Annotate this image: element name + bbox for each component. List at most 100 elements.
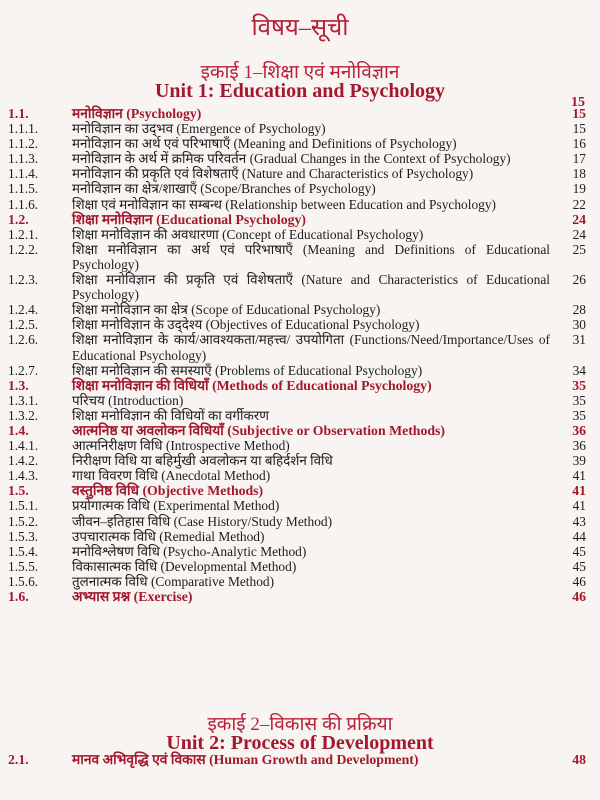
toc-entry: 1.2.4. शिक्षा मनोविज्ञान का क्षेत्र (Scop…: [6, 302, 586, 317]
entry-number: 1.4.3.: [8, 468, 39, 484]
entry-title: आत्मनिष्ठ या अवलोकन विधियाँ (Subjective …: [72, 422, 446, 438]
entry-number: 1.5.6.: [8, 573, 39, 589]
entry-title: मनोविश्लेषण विधि (Psycho-Analytic Method…: [72, 543, 307, 559]
toc-entry: 1.2.1. शिक्षा मनोविज्ञान की अवधारणा (Conc…: [6, 227, 586, 242]
entry-title: शिक्षा मनोविज्ञान की अवधारणा (Concept of…: [72, 226, 424, 242]
entry-page: 31: [572, 332, 586, 348]
entry-page: 19: [572, 181, 586, 197]
toc-entry: 1.2.3. शिक्षा मनोविज्ञान की प्रकृति एवं व…: [6, 272, 586, 302]
entry-number: 1.1.5.: [8, 181, 39, 197]
entry-number: 1.1.6.: [8, 196, 39, 212]
entry-number: 1.2.: [8, 211, 29, 227]
entry-title: शिक्षा मनोविज्ञान का अर्थ एवं परिभाषाएँ …: [72, 241, 550, 272]
toc-entry: 1.4.3. गाथा विवरण विधि (Anecdotal Method)…: [6, 468, 586, 483]
entry-title: मनोविज्ञान के अर्थ में क्रमिक परिवर्तन (…: [72, 151, 511, 167]
entry-title: शिक्षा मनोविज्ञान के कार्य/आवश्यकता/महत्…: [72, 332, 550, 363]
toc-entry: 1.4.1. आत्मनिरीक्षण विधि (Introspective M…: [6, 438, 586, 453]
entry-page: 22: [572, 196, 586, 212]
entry-title: उपचारात्मक विधि (Remedial Method): [72, 528, 265, 544]
toc-entry: 1.1.5. मनोविज्ञान का क्षेत्र/शाखाएँ (Scop…: [6, 181, 586, 196]
unit-2-contents: 2.1. मानव अभिवृद्धि एवं विकास (Human Grow…: [6, 752, 586, 767]
entry-number: 1.3.: [8, 377, 29, 393]
entry-page: 25: [572, 241, 586, 257]
entry-title: शिक्षा मनोविज्ञान (Educational Psycholog…: [72, 211, 306, 227]
entry-page: 17: [572, 151, 586, 167]
entry-number: 1.1.1.: [8, 121, 39, 137]
entry-page: 24: [572, 226, 586, 242]
entry-number: 1.5.3.: [8, 528, 39, 544]
entry-title: शिक्षा मनोविज्ञान के उद्‌देश्य (Objectiv…: [72, 317, 420, 333]
entry-number: 1.2.2.: [8, 241, 39, 257]
entry-number: 1.2.4.: [8, 302, 39, 318]
entry-title: शिक्षा मनोविज्ञान की प्रकृति एवं विशेषता…: [72, 272, 550, 303]
entry-title: प्रयोगात्मक विधि (Experimental Method): [72, 498, 280, 514]
toc-entry: 1.1.6. शिक्षा एवं मनोविज्ञान का सम्बन्ध (…: [6, 197, 586, 212]
entry-title: शिक्षा एवं मनोविज्ञान का सम्बन्ध (Relati…: [72, 196, 497, 212]
entry-number: 1.5.: [8, 483, 29, 499]
entry-number: 1.3.1.: [8, 392, 39, 408]
unit-2-hindi-title: इकाई 2–विकास की प्रक्रिया: [207, 714, 393, 735]
entry-title: अभ्यास प्रश्न (Exercise): [72, 589, 193, 604]
entry-page: 18: [572, 166, 586, 182]
entry-number: 1.2.7.: [8, 362, 39, 378]
unit-2-english-title: Unit 2: Process of Development: [166, 732, 434, 754]
entry-page: 48: [572, 752, 586, 767]
unit-1-english-title: Unit 1: Education and Psychology: [154, 80, 446, 102]
toc-entry: 1.5.1. प्रयोगात्मक विधि (Experimental Met…: [6, 498, 586, 513]
toc-entry: 1.6. अभ्यास प्रश्न (Exercise) 46: [6, 589, 586, 604]
entry-page: 36: [572, 422, 586, 438]
page-title: विषय–सूची: [251, 15, 349, 41]
entry-title: गाथा विवरण विधि (Anecdotal Method): [72, 468, 271, 484]
entry-title: परिचय (Introduction): [72, 392, 184, 408]
unit-1-page: 15: [571, 95, 585, 110]
entry-page: 24: [572, 211, 586, 227]
toc-entry: 1.2.5. शिक्षा मनोविज्ञान के उद्‌देश्य (Ob…: [6, 317, 586, 332]
toc-entry: 1.5.4. मनोविश्लेषण विधि (Psycho-Analytic …: [6, 544, 586, 559]
entry-page: 35: [572, 392, 586, 408]
entry-page: 45: [572, 543, 586, 559]
toc-entry: 2.1. मानव अभिवृद्धि एवं विकास (Human Grow…: [6, 752, 586, 767]
entry-page: 41: [572, 483, 586, 499]
entry-title: शिक्षा मनोविज्ञान की विधियाँ (Methods of…: [72, 377, 432, 393]
unit-1-contents: 1.1. मनोविज्ञान (Psychology) 15 1.1.1. मनोवि…: [6, 106, 586, 604]
entry-number: 1.1.4.: [8, 166, 39, 182]
toc-entry: 1.5.5. विकासात्मक विधि (Developmental Met…: [6, 559, 586, 574]
entry-title: मनोविज्ञान (Psychology): [72, 106, 202, 121]
entry-page: 26: [572, 272, 586, 288]
entry-title: मनोविज्ञान का अर्थ एवं परिभाषाएँ (Meanin…: [72, 136, 457, 152]
entry-number: 1.3.2.: [8, 407, 39, 423]
toc-entry: 1.2.7. शिक्षा मनोविज्ञान की समस्याएँ (Pro…: [6, 363, 586, 378]
entry-number: 1.5.5.: [8, 558, 39, 574]
entry-page: 34: [572, 362, 586, 378]
toc-entry: 1.1.4. मनोविज्ञान की प्रकृति एवं विशेषताए…: [6, 166, 586, 181]
toc-entry: 1.5. वस्तुनिष्ठ विधि (Objective Methods) 4…: [6, 483, 586, 498]
entry-number: 1.1.2.: [8, 136, 39, 152]
entry-number: 2.1.: [8, 752, 29, 767]
entry-number: 1.5.4.: [8, 543, 39, 559]
entry-number: 1.4.: [8, 422, 29, 438]
entry-title: विकासात्मक विधि (Developmental Method): [72, 558, 297, 574]
entry-page: 41: [572, 468, 586, 484]
entry-page: 46: [572, 573, 586, 589]
entry-page: 35: [572, 407, 586, 423]
toc-entry: 1.2.2. शिक्षा मनोविज्ञान का अर्थ एवं परिभ…: [6, 242, 586, 272]
entry-title: मनोविज्ञान का क्षेत्र/शाखाएँ (Scope/Bran…: [72, 181, 376, 197]
entry-title: वस्तुनिष्ठ विधि (Objective Methods): [72, 483, 264, 499]
toc-entry: 1.5.3. उपचारात्मक विधि (Remedial Method) 4…: [6, 529, 586, 544]
unit-1-hindi-title: इकाई 1–शिक्षा एवं मनोविज्ञान: [200, 62, 400, 83]
entry-title: निरीक्षण विधि या बहिर्मुखी अवलोकन या बहि…: [72, 453, 333, 469]
entry-number: 1.2.3.: [8, 272, 39, 288]
toc-entry: 1.1.2. मनोविज्ञान का अर्थ एवं परिभाषाएँ (…: [6, 136, 586, 151]
entry-page: 46: [572, 589, 586, 604]
toc-entry: 1.3. शिक्षा मनोविज्ञान की विधियाँ (Method…: [6, 378, 586, 393]
toc-entry: 1.5.6. तुलनात्मक विधि (Comparative Method…: [6, 574, 586, 589]
entry-page: 36: [572, 438, 586, 454]
entry-page: 44: [572, 528, 586, 544]
entry-number: 1.4.1.: [8, 438, 39, 454]
entry-title: शिक्षा मनोविज्ञान की विधियों का वर्गीकरण: [72, 407, 269, 423]
entry-title: शिक्षा मनोविज्ञान का क्षेत्र (Scope of E…: [72, 302, 381, 318]
toc-entry: 1.3.2. शिक्षा मनोविज्ञान की विधियों का वर…: [6, 408, 586, 423]
entry-page: 41: [572, 498, 586, 514]
entry-number: 1.5.2.: [8, 513, 39, 529]
toc-entry: 1.4. आत्मनिष्ठ या अवलोकन विधियाँ (Subject…: [6, 423, 586, 438]
